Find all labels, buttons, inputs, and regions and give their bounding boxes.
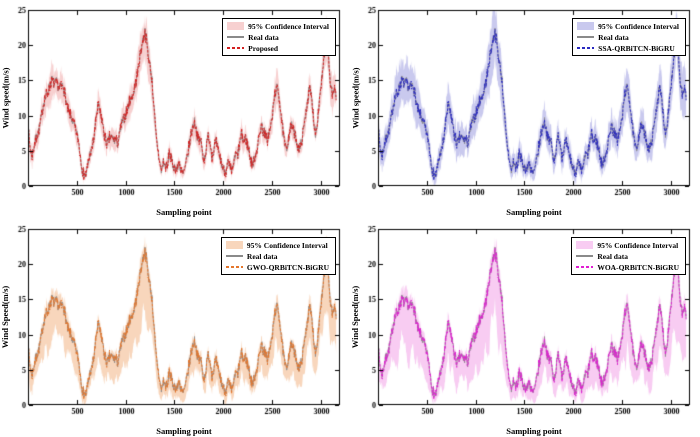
legend-entry: GWO-QRBiTCN-BiGRU bbox=[225, 262, 329, 272]
legend-entry-label: SSA-QRBiTCN-BiGRU bbox=[598, 43, 675, 53]
legend-entry-label: GWO-QRBiTCN-BiGRU bbox=[246, 262, 329, 272]
legend-entry-label: WOA-QRBiTCN-BiGRU bbox=[597, 262, 679, 272]
legend-entry: 95% Confidence Interval bbox=[577, 21, 679, 31]
legend-entry-label: 95% Confidence Interval bbox=[597, 240, 679, 250]
legend-entry-label: Proposed bbox=[248, 43, 279, 53]
legend-entry: SSA-QRBiTCN-BiGRU bbox=[577, 43, 679, 53]
y-axis-label: Wind speed(m/s) bbox=[350, 67, 361, 129]
legend-entry-label: 95% Confidence Interval bbox=[246, 240, 328, 250]
x-axis-label: Sampling point bbox=[506, 207, 562, 217]
model-line-swatch bbox=[577, 47, 595, 49]
legend-entry: WOA-QRBiTCN-BiGRU bbox=[576, 262, 679, 272]
real-data-line-swatch bbox=[577, 33, 595, 41]
legend-entry: 95% Confidence Interval bbox=[225, 240, 329, 250]
confidence-interval-swatch bbox=[225, 241, 243, 249]
legend-entry: Proposed bbox=[227, 43, 329, 53]
confidence-interval-swatch bbox=[576, 241, 594, 249]
legend-entry-label: Real data bbox=[246, 251, 278, 261]
legend-entry-label: 95% Confidence Interval bbox=[248, 21, 329, 31]
y-axis-label: Wind Speed(m/s) bbox=[0, 285, 10, 349]
legend-entry: 95% Confidence Interval bbox=[576, 240, 679, 250]
real-data-line-swatch bbox=[227, 33, 245, 41]
y-axis-label: Wind speed(m/s) bbox=[0, 67, 11, 129]
real-data-line-swatch bbox=[225, 252, 243, 260]
legend-entry-label: Real data bbox=[598, 32, 629, 42]
subplot-ssa-qrbitcn-bigru: Wind speed(m/s) Sampling point 95% Confi… bbox=[350, 0, 700, 218]
legend-entry: 95% Confidence Interval bbox=[227, 21, 329, 31]
legend-entry: Real data bbox=[577, 32, 679, 42]
x-axis-label: Sampling point bbox=[156, 426, 212, 436]
legend-woa: 95% Confidence Interval Real data WOA-QRBi… bbox=[571, 237, 686, 275]
confidence-interval-swatch bbox=[227, 22, 245, 30]
x-axis-label: Sampling point bbox=[156, 207, 212, 217]
confidence-interval-swatch bbox=[577, 22, 595, 30]
x-axis-label: Sampling point bbox=[506, 426, 562, 436]
legend-entry-label: Real data bbox=[597, 251, 628, 261]
model-line-swatch bbox=[576, 266, 594, 268]
model-line-swatch bbox=[227, 47, 245, 49]
legend-ssa: 95% Confidence Interval Real data SSA-QRBi… bbox=[572, 18, 686, 56]
subplot-gwo-qrbitcn-bigru: Wind Speed(m/s) Sampling point 95% Confi… bbox=[0, 219, 350, 437]
subplot-woa-qrbitcn-bigru: Wind Speed(m/s) Sampling point 95% Confi… bbox=[350, 219, 700, 437]
legend-entry-label: 95% Confidence Interval bbox=[598, 21, 679, 31]
real-data-line-swatch bbox=[576, 252, 594, 260]
subplot-proposed: Wind speed(m/s) Sampling point 95% Confi… bbox=[0, 0, 350, 218]
legend-proposed: 95% Confidence Interval Real data Proposed bbox=[222, 18, 336, 56]
y-axis-label: Wind Speed(m/s) bbox=[350, 285, 360, 349]
legend-entry-label: Real data bbox=[248, 32, 279, 42]
legend-entry: Real data bbox=[225, 251, 329, 261]
model-line-swatch bbox=[225, 266, 243, 268]
legend-gwo: 95% Confidence Interval Real data GWO-QRBi… bbox=[220, 237, 336, 275]
legend-entry: Real data bbox=[576, 251, 679, 261]
legend-entry: Real data bbox=[227, 32, 329, 42]
